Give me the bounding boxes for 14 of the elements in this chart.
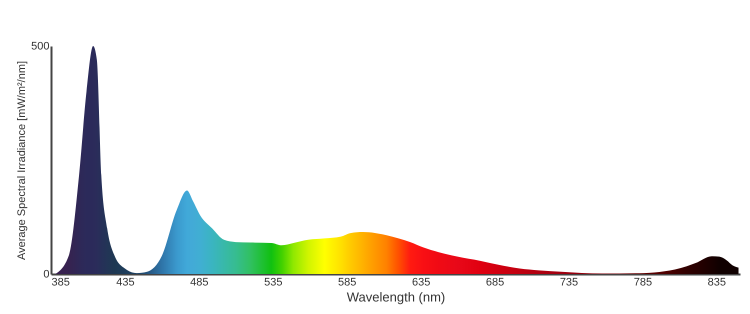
x-tick-label: 635 [412, 276, 430, 288]
x-tick-label: 485 [190, 276, 209, 288]
x-tick-label: 835 [708, 276, 726, 288]
x-tick-label: 685 [486, 276, 504, 288]
y-axis-title: Average Spectral Irradiance [mW/m²/nm] [16, 60, 28, 260]
x-tick-label: 585 [338, 276, 356, 288]
y-tick-label: 500 [31, 40, 50, 52]
x-tick-label: 785 [634, 276, 652, 288]
y-tick-label: 0 [43, 268, 50, 280]
x-tick-label: 735 [560, 276, 578, 288]
x-axis-title: Wavelength (nm) [346, 290, 446, 304]
x-tick-label: 385 [52, 276, 70, 288]
x-tick-label: 435 [116, 276, 135, 288]
x-tick-label: 535 [264, 276, 282, 288]
